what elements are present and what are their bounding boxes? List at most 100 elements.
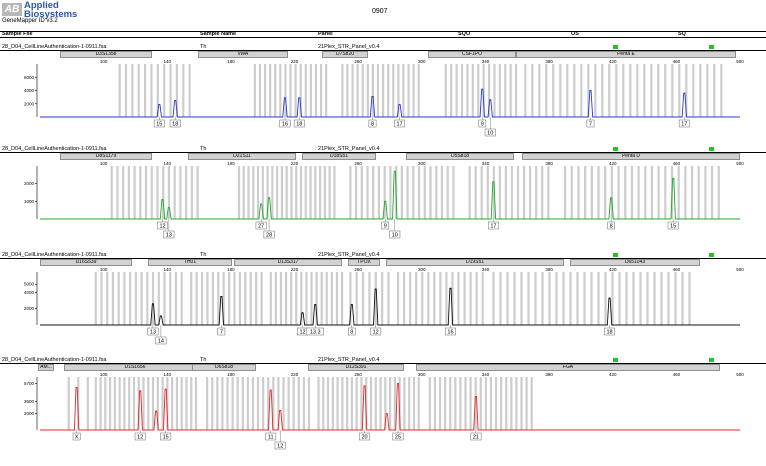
peak-point[interactable] — [270, 389, 272, 391]
locus-marker[interactable]: D19S51 — [386, 259, 564, 266]
peak-point[interactable] — [363, 385, 366, 387]
allele-call-label[interactable]: 8 — [607, 219, 615, 230]
sample-info-row[interactable]: 28_D04_CellLineAuthentication-1-0911.fsa… — [0, 146, 766, 153]
peak-point[interactable] — [75, 387, 78, 389]
peak-point[interactable] — [589, 89, 592, 92]
allele-call-label[interactable]: 8 — [368, 117, 377, 128]
peak-point[interactable] — [683, 92, 685, 94]
allele-call-label[interactable]: 15 — [153, 117, 165, 128]
locus-marker[interactable]: D6S818 — [192, 364, 256, 371]
peak-point[interactable] — [449, 287, 452, 289]
locus-marker[interactable]: D1S1656 — [64, 364, 206, 371]
sample-panel[interactable]: 28_D04_CellLineAuthentication-1-0911.fsa… — [0, 146, 766, 246]
electropherogram-plot[interactable]: 100 140 180 220 260 300 340 380 420 460 500 2000 400… — [0, 252, 766, 352]
sample-panel[interactable]: 28_D04_CellLineAuthentication-1-0911.fsa… — [0, 44, 766, 144]
locus-marker[interactable]: TH01 — [148, 259, 232, 266]
sample-panel[interactable]: 28_D04_CellLineAuthentication-1-0911.fsa… — [0, 252, 766, 352]
locus-marker[interactable]: CSF1PO — [428, 51, 516, 58]
allele-call-label[interactable]: 12 — [274, 430, 286, 450]
allele-call-label[interactable]: 21 — [470, 430, 482, 441]
peak-point[interactable] — [492, 181, 495, 183]
peak-point[interactable] — [161, 198, 164, 201]
locus-marker[interactable]: D8S1179 — [60, 153, 152, 160]
allele-call-label[interactable]: 9 — [381, 219, 390, 230]
peak-point[interactable] — [397, 382, 399, 385]
locus-marker[interactable]: AM... — [38, 364, 54, 371]
peak-point[interactable] — [384, 200, 386, 202]
col-os[interactable]: OS — [571, 31, 579, 37]
allele-call-label[interactable]: 16 — [445, 325, 456, 336]
allele-call-label[interactable]: 25 — [392, 430, 404, 441]
locus-marker[interactable]: TPOX — [348, 259, 380, 266]
col-sample-name[interactable]: Sample Name — [200, 31, 237, 37]
peak-point[interactable] — [158, 103, 160, 106]
peak-point[interactable] — [298, 97, 300, 99]
peak-point[interactable] — [139, 390, 141, 392]
peak-point[interactable] — [351, 304, 353, 306]
allele-call-label[interactable]: 13 — [163, 219, 175, 239]
allele-call-label[interactable]: 7 — [217, 325, 226, 336]
peak-point[interactable] — [610, 197, 612, 199]
allele-call-label[interactable]: 16 — [279, 117, 291, 128]
col-sq[interactable]: SQ — [678, 31, 686, 37]
peak-point[interactable] — [168, 206, 170, 209]
peak-point[interactable] — [394, 170, 396, 172]
peak-point[interactable] — [371, 95, 374, 98]
peak-point[interactable] — [174, 99, 176, 102]
peak-point[interactable] — [672, 177, 674, 179]
peak-point[interactable] — [489, 99, 491, 101]
allele-call-label[interactable]: 7 — [586, 117, 595, 128]
allele-call-label[interactable]: 10 — [484, 117, 496, 137]
allele-call-label[interactable]: 20 — [359, 430, 370, 441]
allele-call-label[interactable]: 18 — [169, 117, 181, 128]
peak-point[interactable] — [398, 103, 401, 106]
allele-call-label[interactable]: 12 — [134, 430, 146, 441]
allele-call-label[interactable]: 15 — [160, 430, 172, 441]
peak-point[interactable] — [220, 295, 222, 298]
peak-point[interactable] — [314, 304, 316, 306]
allele-call-label[interactable]: 13 — [147, 325, 159, 336]
allele-call-label[interactable]: 17 — [488, 219, 499, 230]
peak-point[interactable] — [268, 197, 270, 199]
col-sample-file[interactable]: Sample File — [2, 31, 33, 37]
allele-call-label[interactable]: 17 — [394, 117, 405, 128]
locus-marker[interactable]: FGA — [416, 364, 720, 371]
peak-point[interactable] — [152, 303, 154, 305]
sample-info-row[interactable]: 28_D04_CellLineAuthentication-1-0911.fsa… — [0, 44, 766, 51]
peak-point[interactable] — [608, 297, 611, 299]
allele-call-label[interactable]: 10 — [389, 219, 401, 239]
locus-marker[interactable]: Penta E — [516, 51, 736, 58]
peak-point[interactable] — [481, 88, 483, 90]
locus-marker[interactable]: D5S818 — [406, 153, 514, 160]
allele-call-label[interactable]: 12 — [370, 325, 382, 336]
peak-point[interactable] — [279, 409, 281, 412]
locus-marker[interactable]: D651043 — [570, 259, 700, 266]
sample-info-row[interactable]: 28_D04_CellLineAuthentication-1-0911.fsa… — [0, 357, 766, 364]
allele-call-label[interactable]: 27 — [255, 219, 267, 230]
allele-call-label[interactable]: 14 — [155, 325, 167, 345]
allele-call-label[interactable]: 13.3 — [306, 325, 324, 336]
peak-point[interactable] — [301, 312, 304, 314]
allele-call-label[interactable]: 18 — [604, 325, 615, 336]
sample-info-row[interactable]: 28_D04_CellLineAuthentication-1-0911.fsa… — [0, 252, 766, 259]
allele-call-label[interactable]: 8 — [348, 325, 356, 336]
locus-marker[interactable]: D16S539 — [40, 259, 132, 266]
peak-point[interactable] — [165, 388, 167, 390]
allele-call-label[interactable]: 17 — [678, 117, 690, 128]
sample-panel[interactable]: 28_D04_CellLineAuthentication-1-0911.fsa… — [0, 357, 766, 457]
peak-point[interactable] — [260, 203, 262, 205]
electropherogram-plot[interactable]: 100 140 180 220 260 300 340 380 420 460 500 2000 350… — [0, 357, 766, 457]
locus-marker[interactable]: Penta D — [522, 153, 740, 160]
allele-call-label[interactable]: 15 — [667, 219, 679, 230]
allele-call-label[interactable]: 12 — [157, 219, 168, 230]
locus-marker[interactable]: D7S820 — [322, 51, 368, 58]
allele-call-label[interactable]: 11 — [265, 430, 277, 441]
peak-point[interactable] — [155, 410, 157, 412]
peak-point[interactable] — [475, 395, 477, 398]
allele-call-label[interactable]: 18 — [293, 117, 305, 128]
electropherogram-plot[interactable]: 100 140 180 220 260 300 340 380 420 460 500 1000 200… — [0, 146, 766, 246]
allele-call-label[interactable]: X — [72, 430, 81, 441]
locus-marker[interactable]: D18S51 — [302, 153, 376, 160]
locus-marker[interactable]: D21S11 — [188, 153, 296, 160]
locus-marker[interactable]: D3S1358 — [60, 51, 152, 58]
